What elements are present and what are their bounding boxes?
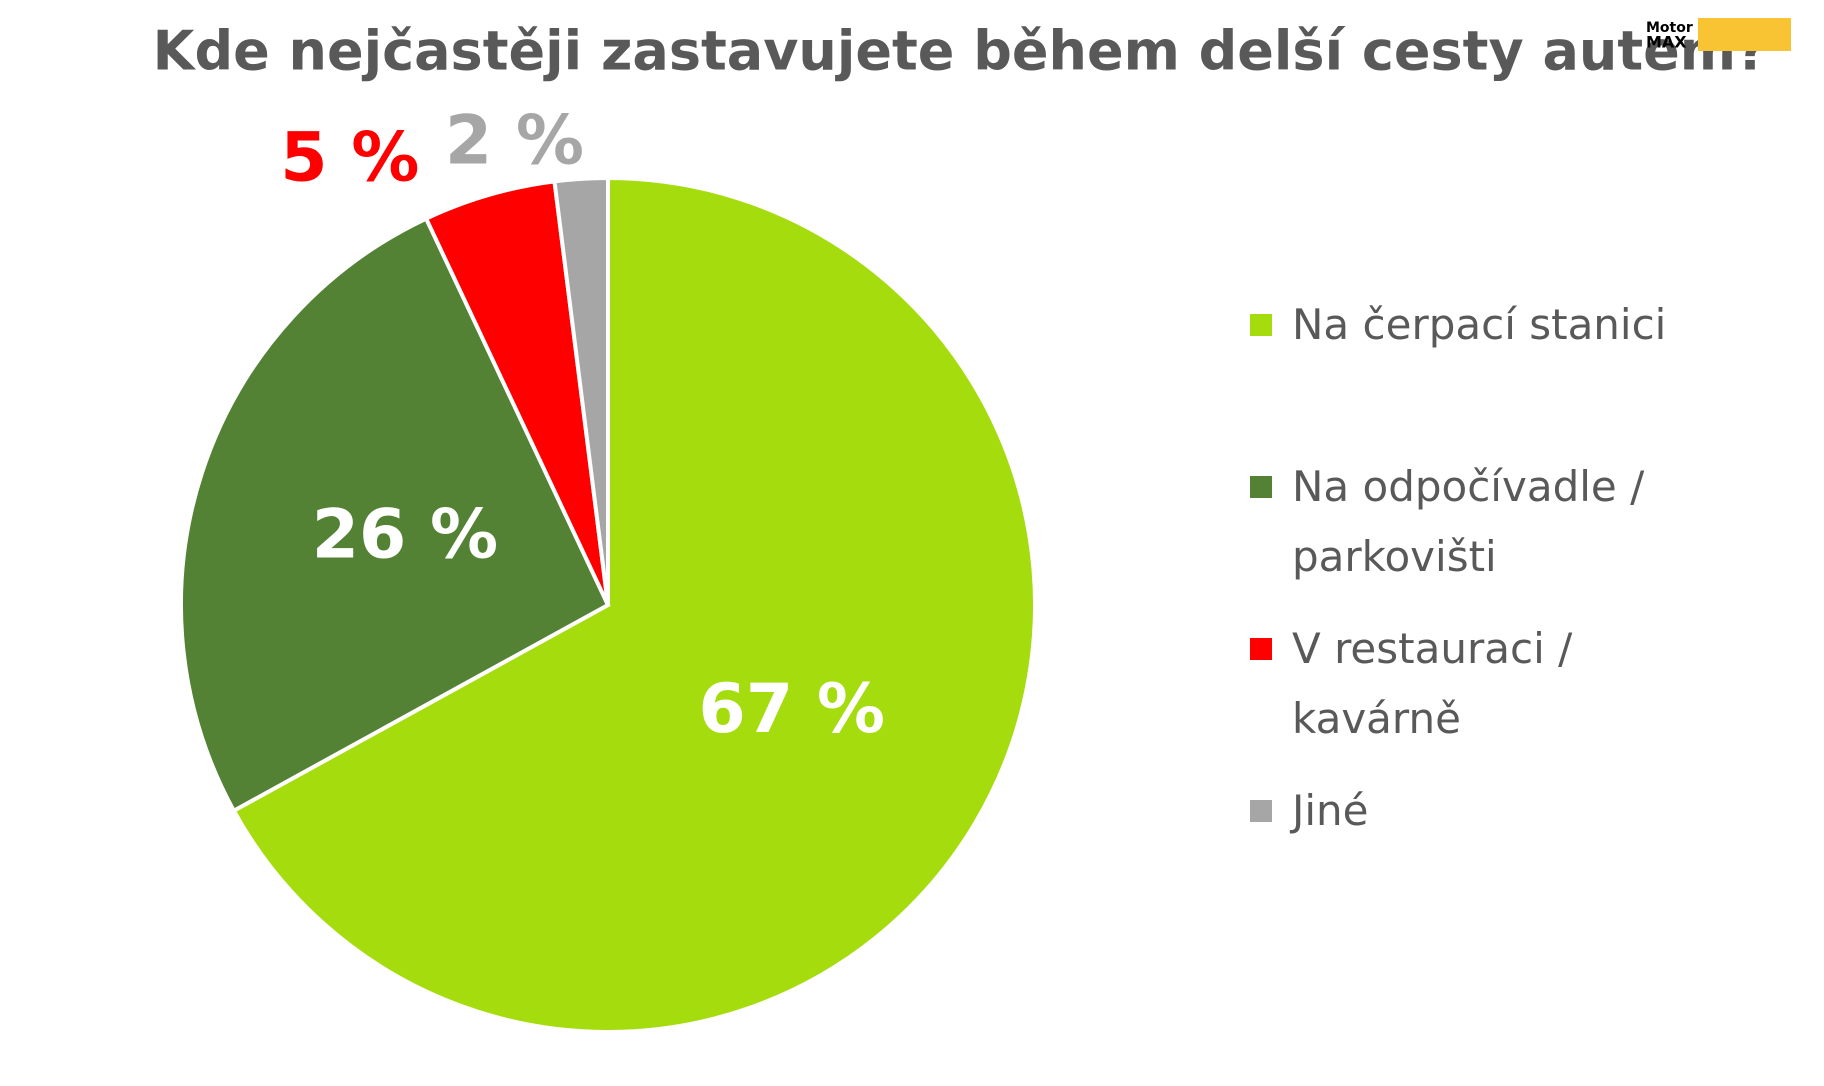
legend-swatch — [1250, 638, 1272, 660]
legend-item: Jiné — [1250, 776, 1810, 938]
logo-text: MAX — [1646, 33, 1687, 52]
pie — [179, 175, 1037, 1034]
legend-swatch — [1250, 314, 1272, 336]
data-label: 2 % — [445, 101, 584, 180]
legend-item: Na čerpací stanici — [1250, 290, 1810, 452]
slice — [179, 215, 611, 814]
legend-item: Na odpočívadle / parkovišti — [1250, 452, 1810, 614]
legend-label: Na čerpací stanici — [1292, 300, 1667, 349]
logo-bar — [1698, 18, 1791, 51]
data-label: 5 % — [280, 119, 419, 198]
legend-swatch — [1250, 476, 1272, 498]
slice — [552, 175, 610, 606]
data-label: 26 % — [312, 496, 498, 575]
legend-label: V restauraci / kavárně — [1292, 624, 1573, 743]
legend-item: V restauraci / kavárně — [1250, 614, 1810, 776]
legend-label: Na odpočívadle / parkovišti — [1292, 462, 1645, 581]
data-label: 67 % — [699, 670, 885, 749]
legend-swatch — [1250, 800, 1272, 822]
logo-text: Motor — [1646, 20, 1693, 36]
chart-title: Kde nejčastěji zastavujete během delší c… — [153, 20, 1768, 83]
legend-label: Jiné — [1292, 786, 1369, 835]
slice — [231, 175, 1037, 1034]
legend: Na čerpací stanici Na odpočívadle / parko… — [1250, 290, 1810, 938]
